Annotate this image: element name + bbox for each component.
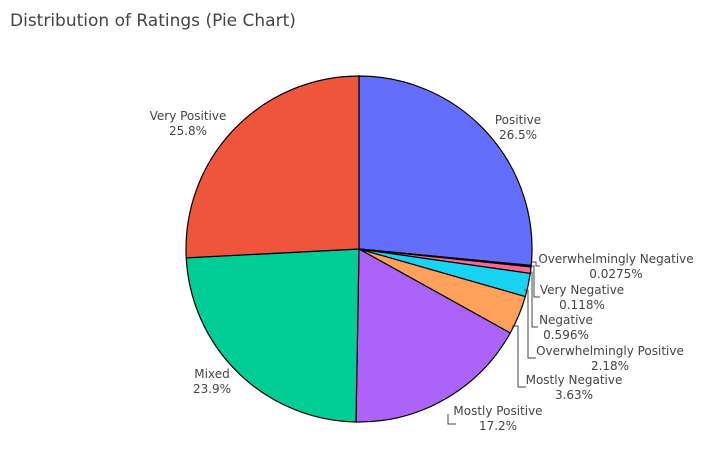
slice-label-value-very-positive: 25.8%: [169, 124, 207, 138]
pie-slice-mostly-positive[interactable]: [355, 247, 512, 423]
chart-title: Distribution of Ratings (Pie Chart): [10, 11, 296, 31]
slice-label-value-overwhelmingly-negative: 0.0275%: [589, 267, 642, 281]
slice-label-value-overwhelmingly-positive: 2.18%: [591, 359, 629, 373]
slice-label-name-overwhelmingly-positive: Overwhelmingly Positive: [536, 344, 684, 358]
leader-line-mostly-negative: [512, 325, 526, 388]
pie-slice-very-positive[interactable]: [185, 75, 360, 259]
pie-slice-mixed[interactable]: [185, 248, 360, 423]
slice-label-name-mixed: Mixed: [194, 367, 229, 381]
slice-label-value-very-negative: 0.118%: [559, 298, 605, 312]
leader-line-very-negative: [531, 265, 540, 298]
slice-label-name-overwhelmingly-negative: Overwhelmingly Negative: [538, 252, 693, 266]
slice-label-value-mostly-negative: 3.63%: [555, 388, 593, 402]
slice-label-name-mostly-negative: Mostly Negative: [526, 373, 623, 387]
slice-label-value-mostly-positive: 17.2%: [479, 419, 517, 433]
slice-label-value-mixed: 23.9%: [193, 382, 231, 396]
pie-slices: [185, 75, 533, 423]
leader-line-negative: [530, 271, 538, 328]
slice-label-name-very-positive: Very Positive: [150, 109, 227, 123]
slice-label-value-negative: 0.596%: [543, 328, 589, 342]
pie-slice-positive[interactable]: [358, 75, 533, 267]
slice-label-name-very-negative: Very Negative: [540, 283, 624, 297]
slice-label-name-positive: Positive: [495, 113, 541, 127]
slice-label-name-mostly-positive: Mostly Positive: [453, 404, 542, 418]
slice-label-value-positive: 26.5%: [499, 128, 537, 142]
leader-line-overwhelmingly-positive: [524, 289, 536, 359]
leader-line-overwhelmingly-negative: [532, 261, 540, 267]
slice-label-name-negative: Negative: [539, 313, 593, 327]
pie-leader-lines: [447, 261, 540, 425]
leader-line-mostly-positive: [447, 414, 456, 425]
